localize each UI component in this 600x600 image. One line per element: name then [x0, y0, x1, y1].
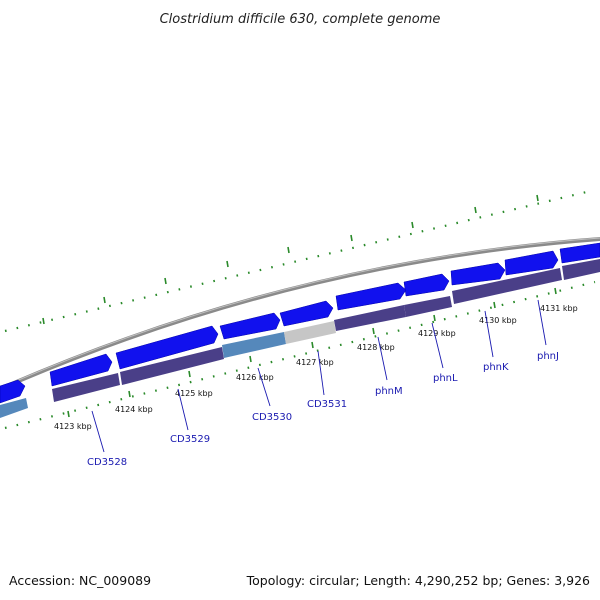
gene-phnj — [504, 250, 559, 276]
track-segment — [284, 321, 336, 344]
scale-label: 4129 kbp — [418, 329, 456, 338]
leader-line — [91, 410, 105, 453]
gene-phnm — [335, 282, 407, 311]
scale-label: 4124 kbp — [115, 405, 153, 414]
gene-phnk — [450, 262, 506, 286]
gene-forward — [0, 379, 26, 404]
gene-label: CD3528 — [87, 457, 127, 468]
accession-label: Accession: NC_009089 — [9, 573, 152, 588]
leader-line — [431, 322, 444, 369]
backbone-highlight — [0, 237, 600, 389]
leader-line — [177, 388, 189, 431]
scale-labels: 4123 kbp 4124 kbp 4125 kbp 4126 kbp 4127… — [54, 304, 578, 431]
outer-major-ticks — [42, 194, 539, 325]
scale-label: 4125 kbp — [175, 389, 213, 398]
inner-major-ticks — [67, 287, 557, 418]
gene-label: phnK — [483, 362, 509, 373]
scale-label: 4128 kbp — [357, 343, 395, 352]
forward-strand-genes — [0, 242, 600, 404]
leader-line — [377, 336, 388, 381]
map-title: Clostridium difficile 630, complete geno… — [160, 12, 441, 27]
track-segment — [0, 398, 28, 418]
gene-leader-lines — [91, 299, 547, 453]
leader-line — [317, 350, 325, 396]
track-segment — [52, 373, 120, 402]
scale-label: 4130 kbp — [479, 316, 517, 325]
leader-line — [537, 299, 547, 346]
gene-label: CD3530 — [252, 412, 292, 423]
secondary-track — [0, 259, 600, 418]
gene-cd3529 — [115, 325, 219, 370]
track-segment — [404, 296, 452, 317]
scale-label: 4127 kbp — [296, 358, 334, 367]
genome-backbone — [0, 237, 600, 391]
gene-labels: CD3528 CD3529 CD3530 CD3531 phnM phnL ph… — [87, 351, 559, 468]
gene-label: phnL — [433, 373, 458, 384]
scale-label: 4131 kbp — [540, 304, 578, 313]
gene-label: CD3531 — [307, 399, 347, 410]
scale-label: 4123 kbp — [54, 422, 92, 431]
track-segment — [452, 268, 562, 304]
gene-cd3528 — [49, 353, 113, 387]
gene-forward — [559, 242, 600, 264]
leader-line — [484, 310, 494, 358]
gene-cd3530 — [219, 312, 281, 340]
gene-cd3531 — [279, 300, 334, 327]
gene-phnl — [403, 273, 450, 297]
inner-tick-ring — [4, 280, 596, 430]
track-segment — [334, 305, 406, 331]
track-segment — [120, 347, 224, 385]
track-segment — [562, 259, 600, 280]
gene-label: phnM — [375, 386, 403, 397]
genome-stats-label: Topology: circular; Length: 4,290,252 bp… — [246, 573, 590, 588]
gene-label: phnJ — [537, 351, 559, 362]
leader-line — [257, 367, 271, 407]
gene-label: CD3529 — [170, 434, 210, 445]
track-segment — [222, 332, 286, 358]
scale-label: 4126 kbp — [236, 373, 274, 382]
